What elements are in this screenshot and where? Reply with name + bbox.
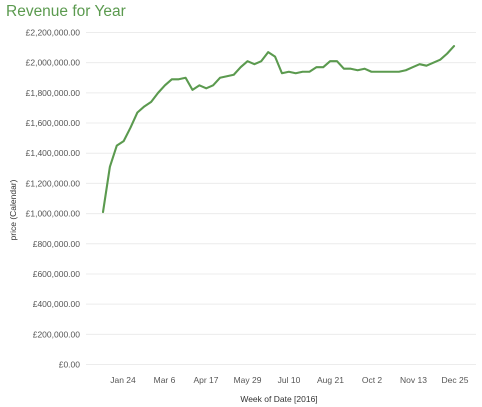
chart-title: Revenue for Year xyxy=(6,3,126,20)
y-tick-label: £1,000,000.00 xyxy=(26,209,81,219)
x-tick-label: Apr 17 xyxy=(193,375,218,385)
y-tick-label: £200,000.00 xyxy=(33,329,81,339)
x-axis-ticks: Jan 24 Mar 6 Apr 17 May 29 Jul 10 Aug 21 Oct 2… xyxy=(110,375,469,385)
y-tick-label: £1,400,000.00 xyxy=(26,148,81,158)
y-tick-label: £1,200,000.00 xyxy=(26,178,81,188)
x-tick-label: Mar 6 xyxy=(154,375,176,385)
y-axis-label: price (Calendar) xyxy=(8,179,18,240)
y-tick-label: £400,000.00 xyxy=(33,299,81,309)
y-tick-label: £2,200,000.00 xyxy=(26,28,81,38)
revenue-line xyxy=(101,45,456,214)
y-tick-label: £2,000,000.00 xyxy=(26,58,81,68)
y-tick-label: £1,800,000.00 xyxy=(26,88,81,98)
x-tick-label: May 29 xyxy=(234,375,262,385)
y-tick-label: £0.00 xyxy=(59,360,81,370)
y-axis-ticks: £0.00 £200,000.00 £400,000.00 £600,000.00 £8… xyxy=(26,28,81,370)
y-tick-label: £800,000.00 xyxy=(33,239,81,249)
x-tick-label: Dec 25 xyxy=(442,375,469,385)
y-tick-label: £600,000.00 xyxy=(33,269,81,279)
x-tick-label: Jul 10 xyxy=(278,375,301,385)
gridlines xyxy=(86,32,476,365)
y-tick-label: £1,600,000.00 xyxy=(26,118,81,128)
x-tick-label: Nov 13 xyxy=(400,375,427,385)
x-tick-label: Jan 24 xyxy=(110,375,136,385)
x-tick-label: Aug 21 xyxy=(317,375,344,385)
x-tick-label: Oct 2 xyxy=(362,375,383,385)
x-axis-label: Week of Date [2016] xyxy=(240,394,317,404)
